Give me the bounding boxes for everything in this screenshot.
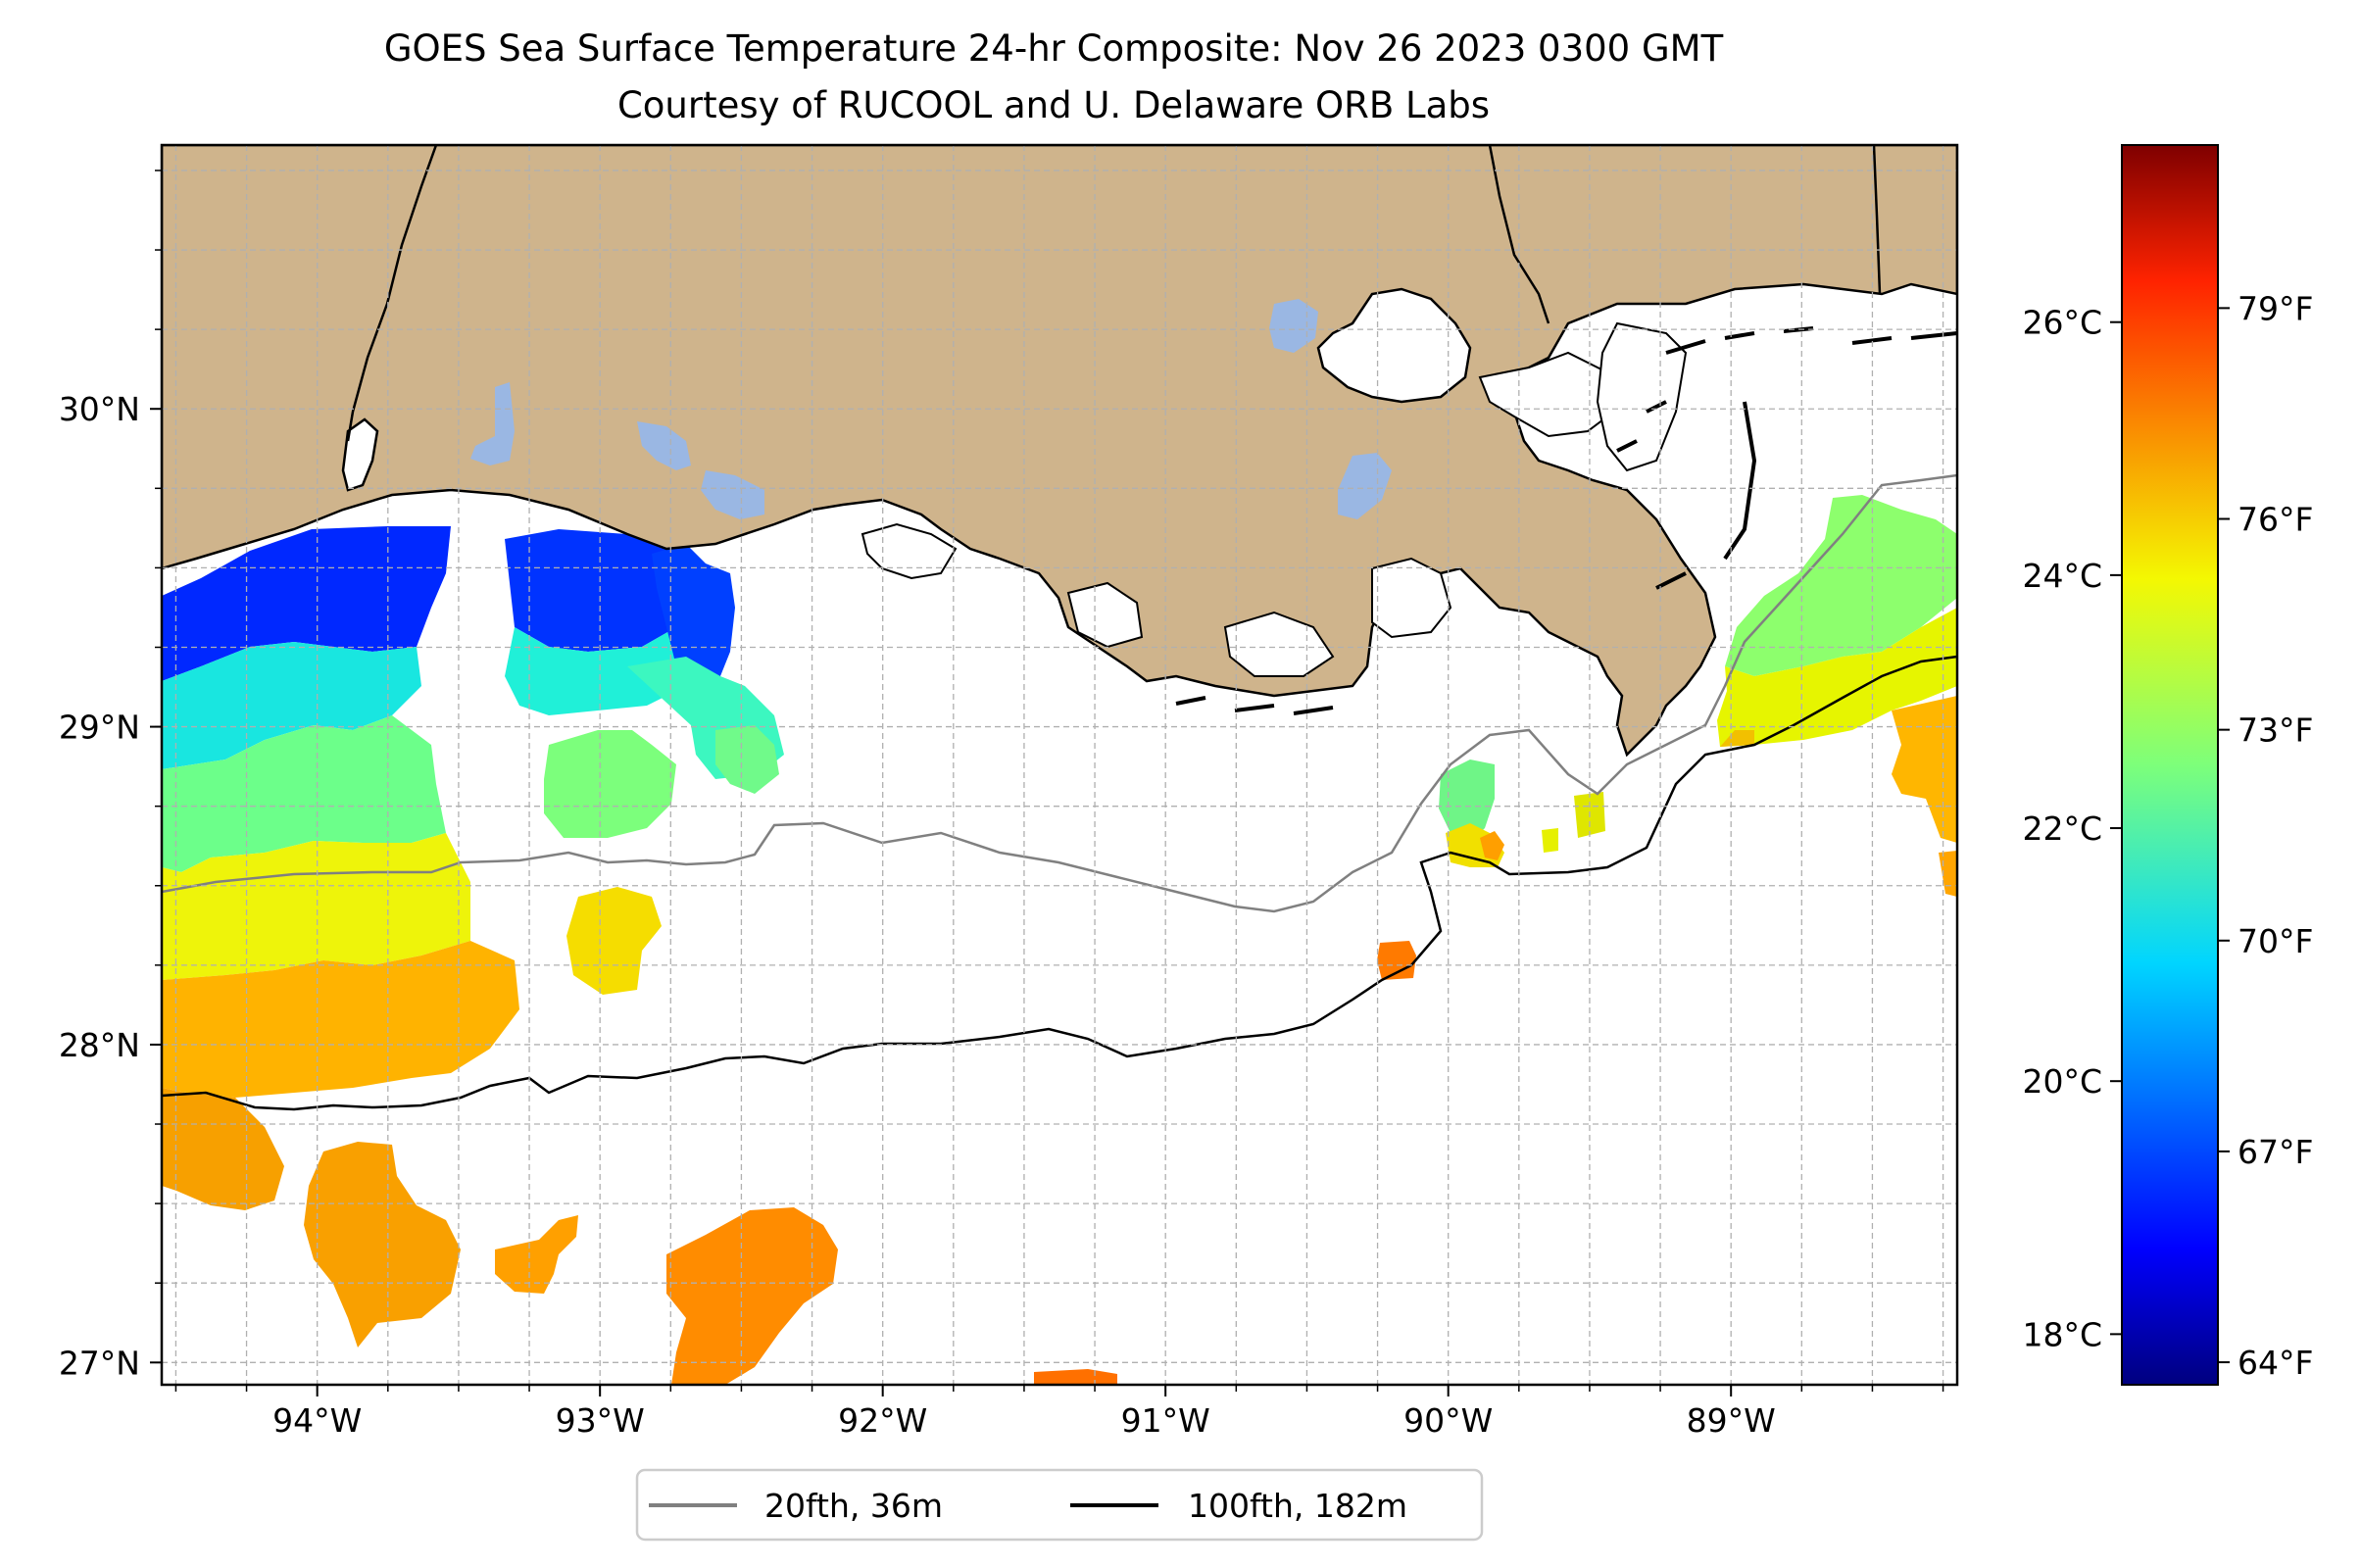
sabine-lake: [470, 382, 515, 466]
terrebonne-bay: [1223, 611, 1335, 677]
lake-maurepas: [1269, 299, 1318, 353]
lon-tick-label: 94°W: [272, 1401, 362, 1440]
white-lake: [701, 470, 764, 519]
isobath-20fth: [162, 473, 1957, 913]
sst-patch-west-shelf-orange: [162, 941, 519, 1098]
fahrenheit-tick-label: 70°F: [2238, 922, 2313, 960]
lat-tick-label: 29°N: [59, 709, 140, 747]
sst-patch-east-central-green-2: [715, 725, 779, 794]
sst-patch-small-yellow-1: [1542, 828, 1558, 853]
sst-patch-tiny-orange: [1034, 1369, 1117, 1385]
sst-patch-west-shelf-green: [162, 715, 446, 872]
chart-title: GOES Sea Surface Temperature 24-hr Compo…: [384, 27, 1724, 70]
colorbar-gradient: [2121, 144, 2219, 1386]
chart-subtitle: Courtesy of RUCOOL and U. Delaware ORB L…: [617, 84, 1490, 126]
sst-patch-delta-orange: [1480, 831, 1504, 860]
lat-tick-label: 28°N: [59, 1026, 140, 1064]
vermilion-bay: [861, 522, 958, 580]
fahrenheit-tick-label: 76°F: [2238, 501, 2313, 539]
sst-patch-south-orange-3: [495, 1215, 578, 1294]
sst-data-layer: [162, 495, 1957, 1385]
lat-tick-label: 30°N: [59, 390, 140, 428]
sst-patch-west-shelf-yellow: [162, 833, 470, 980]
chandeleur-sound: [1596, 321, 1688, 472]
isobath-legend: 20fth, 36m 100fth, 182m: [635, 1468, 1484, 1542]
sst-patch-small-orange: [1377, 941, 1416, 980]
sst-patch-east-orange-2: [1720, 730, 1754, 747]
lake-pontchartrain: [1316, 287, 1472, 404]
grand-lake: [637, 421, 691, 470]
fahrenheit-tick-label: 64°F: [2238, 1344, 2313, 1382]
sst-patch-west-shelf-cold: [162, 526, 451, 681]
lon-tick-label: 90°W: [1403, 1401, 1493, 1440]
celsius-tick-label: 26°C: [2022, 304, 2102, 342]
fahrenheit-tick-label: 79°F: [2238, 289, 2313, 327]
map-panel: [162, 145, 1957, 1385]
sst-patch-east-yellow: [1717, 608, 1957, 747]
lat-tick-label: 27°N: [59, 1344, 140, 1382]
sst-patch-central-yellow: [566, 887, 662, 995]
fahrenheit-tick-label: 73°F: [2238, 711, 2313, 750]
state-boundary-ms-al: [1872, 145, 1882, 295]
sst-patch-south-orange-4: [666, 1207, 838, 1385]
celsius-tick-label: 18°C: [2022, 1315, 2102, 1353]
axis-ticks: 94°W 93°W 92°W 91°W 90°W 89°W 27°N 28°N 29°N 30°N: [59, 170, 1944, 1440]
celsius-tick-label: 22°C: [2022, 809, 2102, 848]
state-boundary-ms-la: [1488, 145, 1550, 324]
colorbar: 18°C 20°C 22°C 24°C 26°C 64°F 67°F 70°F 73°F 76°F…: [2022, 144, 2313, 1386]
map-frame: [160, 143, 1959, 1387]
sst-patch-east-central-green: [544, 730, 676, 838]
sst-patch-west-shelf-cyan: [162, 642, 421, 769]
sst-patch-central-cyan: [505, 627, 686, 715]
calcasieu-lake: [341, 417, 379, 492]
state-boundary-tx-la: [346, 145, 438, 442]
sst-patch-south-orange-1: [162, 1088, 284, 1210]
fahrenheit-tick-label: 67°F: [2238, 1133, 2313, 1171]
sst-patch-south-orange-2: [304, 1142, 461, 1348]
lon-tick-label: 93°W: [556, 1401, 645, 1440]
celsius-tick-label: 24°C: [2022, 557, 2102, 595]
lon-tick-label: 89°W: [1687, 1401, 1776, 1440]
sst-patch-east-green: [1725, 495, 1957, 676]
legend-label-100fth: 100fth, 182m: [1188, 1487, 1407, 1525]
graticule-grid: [162, 145, 1957, 1385]
lon-tick-label: 91°W: [1121, 1401, 1210, 1440]
sst-patch-central-cold: [505, 529, 676, 652]
legend-box: [635, 1468, 1484, 1542]
atchafalaya-bay: [1066, 581, 1144, 649]
celsius-tick-label: 20°C: [2022, 1062, 2102, 1101]
isobath-100fth: [162, 655, 1957, 1111]
lon-tick-label: 92°W: [838, 1401, 927, 1440]
lake-salvador: [1338, 453, 1392, 519]
colorbar-ticks: 18°C 20°C 22°C 24°C 26°C 64°F 67°F 70°F 73°F 76°F…: [2022, 289, 2313, 1382]
sst-patch-delta-green: [1439, 760, 1495, 843]
legend-label-20fth: 20fth, 36m: [764, 1487, 943, 1525]
barataria-bay: [1371, 557, 1452, 639]
